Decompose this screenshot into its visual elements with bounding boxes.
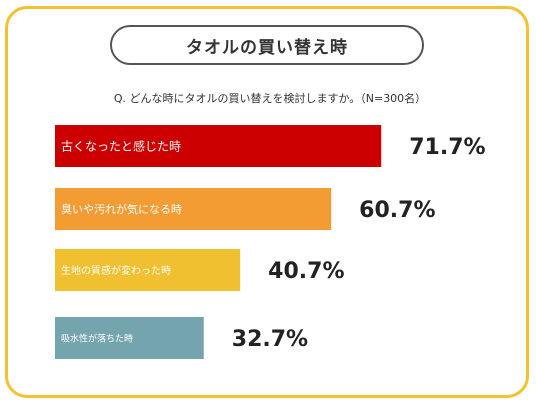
bar-value-label-2: 60.7% (359, 198, 435, 223)
bar-category-label-1: 古くなったと感じた時 (61, 139, 181, 154)
bar-3 (55, 249, 241, 291)
bar-2 (55, 188, 332, 230)
page-title: タオルの買い替え時 (110, 25, 424, 65)
bar-value-label-3: 40.7% (268, 259, 344, 284)
bar-value-label-1: 71.7% (409, 135, 485, 160)
bar-value-label-4: 32.7% (232, 327, 308, 352)
bar-4 (55, 317, 204, 359)
bar-category-label-2: 臭いや汚れが気になる時 (61, 202, 182, 216)
bar-category-label-3: 生地の質感が変わった時 (61, 264, 171, 277)
bar-category-label-4: 吸水性が落ちた時 (61, 332, 133, 344)
bar-1 (55, 125, 382, 167)
survey-question: Q. どんな時にタオルの買い替えを検討しますか。（N=300名） (113, 92, 427, 105)
